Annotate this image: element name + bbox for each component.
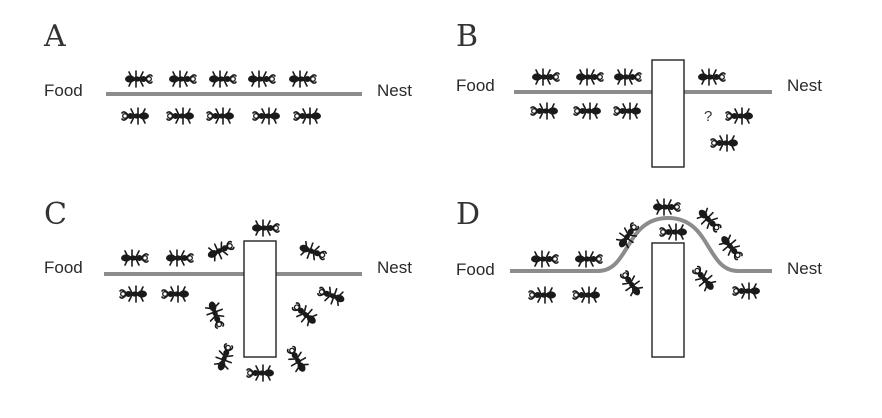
- panel-b-food-label: Food: [456, 76, 495, 95]
- ant: [202, 298, 229, 331]
- ant: [161, 285, 190, 303]
- panel-d-ants: [528, 198, 761, 304]
- panel-b-obstacle: [651, 59, 685, 168]
- panel-b-ants: [530, 68, 754, 152]
- ant: [168, 70, 197, 88]
- panel-c-obstacle: [243, 240, 277, 358]
- ant: [574, 250, 603, 268]
- ant: [725, 107, 754, 125]
- ant: [530, 102, 559, 120]
- panel-c-nest-label: Nest: [377, 258, 412, 277]
- ant: [288, 70, 317, 88]
- panel-b-nest-label: Nest: [787, 76, 822, 95]
- panel-d-nest-label: Nest: [787, 259, 822, 278]
- ant: [282, 343, 312, 377]
- ant: [573, 102, 602, 120]
- panel-c: C Food Nest: [44, 197, 412, 382]
- ant: [652, 198, 681, 216]
- panel-d-obstacle: [651, 242, 685, 358]
- panel-b-question-mark: ?: [704, 108, 712, 125]
- ant: [710, 134, 739, 152]
- panel-a-letter: A: [43, 19, 66, 54]
- ant: [612, 219, 643, 253]
- ant: [120, 249, 149, 267]
- ant: [697, 68, 726, 86]
- ant: [211, 341, 238, 374]
- ant: [166, 107, 195, 125]
- ant: [659, 223, 688, 241]
- panel-d: D Food Nest: [456, 197, 822, 358]
- panel-d-trail: [510, 215, 772, 273]
- ant: [572, 286, 601, 304]
- ant: [246, 364, 275, 382]
- ant: [203, 236, 237, 265]
- ant: [251, 219, 280, 237]
- panel-a: A Food Nest: [43, 19, 412, 125]
- ant: [613, 102, 642, 120]
- ant: [732, 282, 761, 300]
- panel-c-ants: [119, 219, 348, 382]
- ant: [293, 107, 322, 125]
- ant: [616, 267, 647, 301]
- ant: [124, 70, 153, 88]
- ant: [119, 285, 148, 303]
- ant: [528, 286, 557, 304]
- ant: [121, 107, 150, 125]
- ant: [715, 230, 747, 264]
- panel-c-food-label: Food: [44, 258, 83, 277]
- ant: [252, 107, 281, 125]
- ant: [247, 70, 276, 88]
- panel-a-nest-label: Nest: [377, 81, 412, 100]
- panel-d-letter: D: [456, 197, 480, 232]
- panel-b-letter: B: [456, 19, 478, 54]
- ant: [530, 250, 559, 268]
- ant: [288, 298, 322, 330]
- panel-a-ants: [121, 70, 322, 125]
- ant: [315, 282, 348, 309]
- ant: [531, 68, 560, 86]
- ant: [613, 68, 642, 86]
- ant: [575, 68, 604, 86]
- panel-a-food-label: Food: [44, 81, 83, 100]
- ant: [208, 70, 237, 88]
- panel-d-food-label: Food: [456, 260, 495, 279]
- ant: [688, 262, 720, 296]
- panel-b: B Food Nest ?: [456, 19, 822, 168]
- ant: [296, 238, 329, 265]
- ant: [206, 107, 235, 125]
- ant: [165, 249, 194, 267]
- panel-c-letter: C: [44, 197, 67, 232]
